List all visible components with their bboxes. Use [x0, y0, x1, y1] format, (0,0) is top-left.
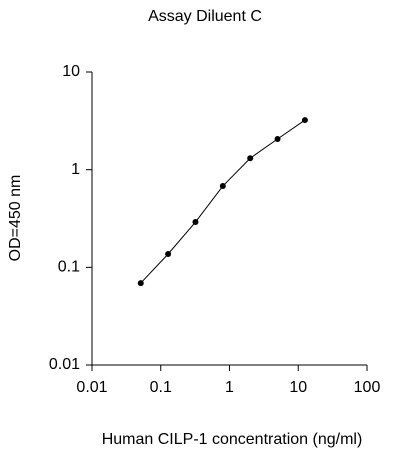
x-tick-label: 10	[289, 379, 307, 396]
y-axis-label: OD=450 nm	[7, 175, 24, 262]
x-tick-label: 0.1	[150, 379, 172, 396]
x-tick-label: 1	[225, 379, 234, 396]
y-tick-label: 10	[62, 63, 80, 80]
x-tick-label: 100	[354, 379, 381, 396]
data-point	[219, 183, 226, 190]
data-point	[274, 136, 281, 143]
y-tick-label: 0.01	[49, 356, 80, 373]
data-point	[137, 280, 144, 287]
y-tick-label: 1	[71, 161, 80, 178]
data-point	[192, 219, 199, 226]
chart-title: Assay Diluent C	[148, 8, 262, 25]
data-point	[301, 117, 308, 124]
x-axis-label: Human CILP-1 concentration (ng/ml)	[102, 431, 363, 448]
y-tick-label: 0.1	[58, 259, 80, 276]
data-point	[247, 155, 254, 162]
data-line	[140, 119, 306, 284]
data-point	[165, 250, 172, 257]
x-tick-label: 0.01	[76, 379, 107, 396]
